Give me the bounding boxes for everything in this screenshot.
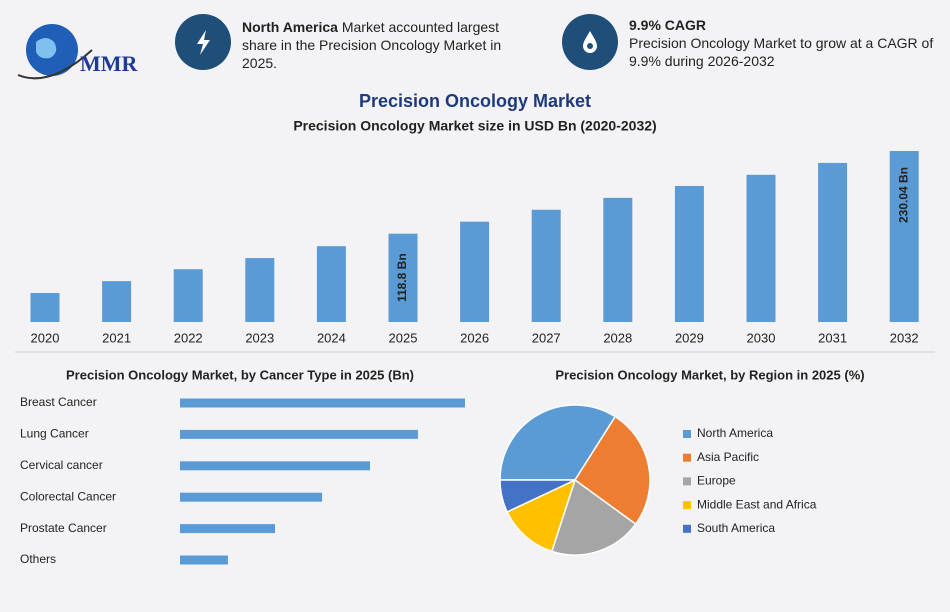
x-tick-label: 2028 bbox=[603, 330, 632, 345]
icon-bolt bbox=[197, 30, 210, 55]
x-tick-label: 2024 bbox=[317, 330, 346, 345]
logo-text: MMR bbox=[80, 51, 139, 76]
legend-swatch bbox=[683, 524, 691, 533]
x-tick-label: 2022 bbox=[174, 330, 203, 345]
legend-label: Europe bbox=[697, 474, 736, 488]
stat-highlight: North America bbox=[242, 19, 338, 35]
bar bbox=[674, 185, 704, 322]
bar bbox=[889, 151, 919, 322]
x-tick-label: 2032 bbox=[890, 330, 919, 345]
legend-swatch bbox=[683, 453, 691, 462]
category-label: Lung Cancer bbox=[20, 427, 89, 441]
legend-label: North America bbox=[697, 426, 773, 440]
x-tick-label: 2029 bbox=[675, 330, 704, 345]
legend-label: Asia Pacific bbox=[697, 450, 759, 464]
x-tick-label: 2023 bbox=[245, 330, 274, 345]
bar bbox=[30, 293, 60, 322]
bar bbox=[180, 461, 370, 471]
icon bbox=[175, 14, 231, 70]
x-tick-label: 2026 bbox=[460, 330, 489, 345]
chart-title: Precision Oncology Market size in USD Bn… bbox=[293, 118, 656, 134]
x-tick-label: 2020 bbox=[31, 330, 60, 345]
pie-slice bbox=[573, 415, 651, 526]
main-title: Precision Oncology Market bbox=[359, 91, 591, 111]
bar bbox=[180, 555, 228, 565]
value-label: 230.04 Bn bbox=[896, 167, 910, 223]
bar bbox=[818, 162, 848, 322]
stat-text: North America Market accounted largest s… bbox=[242, 18, 532, 72]
x-tick-label: 2025 bbox=[389, 330, 418, 345]
logo-swoosh bbox=[17, 49, 93, 80]
bar bbox=[173, 269, 203, 322]
category-label: Colorectal Cancer bbox=[20, 489, 116, 503]
bar bbox=[316, 246, 346, 322]
bar bbox=[388, 233, 418, 322]
bar bbox=[180, 398, 465, 408]
chart-title: Precision Oncology Market, by Cancer Typ… bbox=[66, 367, 414, 382]
bar bbox=[102, 281, 132, 322]
icon-drop bbox=[583, 31, 597, 53]
bar bbox=[180, 492, 323, 502]
legend-swatch bbox=[683, 430, 691, 438]
stat-highlight: 9.9% CAGR bbox=[629, 17, 707, 33]
legend-label: South America bbox=[697, 521, 775, 535]
bar bbox=[460, 221, 490, 322]
stat-text: 9.9% CAGR Precision Oncology Market to gr… bbox=[629, 16, 939, 70]
legend-swatch bbox=[683, 501, 691, 510]
category-label: Others bbox=[20, 552, 56, 566]
x-tick-label: 2021 bbox=[102, 330, 131, 345]
bar bbox=[531, 209, 561, 322]
bar bbox=[180, 524, 275, 534]
legend-swatch bbox=[683, 477, 691, 486]
value-label: 118.8 Bn bbox=[395, 253, 409, 302]
icon bbox=[562, 14, 618, 70]
category-label: Cervical cancer bbox=[20, 458, 103, 472]
pie-slice bbox=[550, 478, 637, 556]
stat-body: Market accounted largest share in the Pr… bbox=[242, 19, 502, 71]
bar bbox=[245, 258, 275, 322]
stat-body: Precision Oncology Market to grow at a C… bbox=[629, 35, 934, 69]
category-label: Prostate Cancer bbox=[20, 521, 107, 535]
bar bbox=[180, 429, 418, 439]
chart-title: Precision Oncology Market, by Region in … bbox=[555, 367, 864, 382]
bar bbox=[603, 197, 633, 322]
logo-land bbox=[36, 38, 57, 59]
category-label: Breast Cancer bbox=[20, 395, 97, 409]
pie-slice bbox=[506, 478, 577, 553]
x-tick-label: 2030 bbox=[747, 330, 776, 345]
bar bbox=[746, 174, 776, 322]
pie-slice bbox=[499, 479, 576, 513]
x-tick-label: 2031 bbox=[818, 330, 847, 345]
x-tick-label: 2027 bbox=[532, 330, 561, 345]
legend-label: Middle East and Africa bbox=[697, 497, 817, 511]
